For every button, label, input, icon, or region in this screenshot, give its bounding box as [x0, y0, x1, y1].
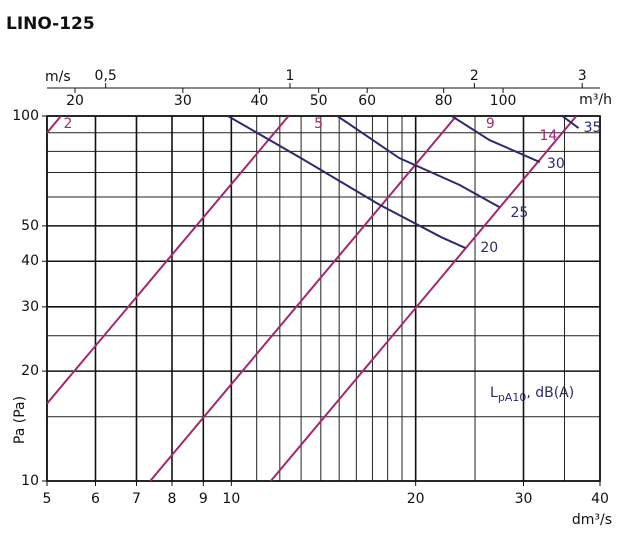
series-label: 35 — [584, 120, 602, 136]
x3-tick-label: 60 — [358, 93, 376, 109]
series-line — [47, 116, 290, 405]
x2-tick-label: 2 — [470, 68, 479, 84]
series-line — [227, 116, 466, 249]
y-tick-label: 10 — [21, 473, 39, 489]
series-label: 20 — [480, 240, 498, 256]
x-tick-label: 8 — [168, 491, 177, 507]
series-label: 25 — [510, 205, 528, 221]
x-tick-label: 10 — [222, 491, 240, 507]
x-axis-label: dm³/s — [572, 512, 612, 528]
series-line — [561, 116, 580, 129]
y-tick-label: 30 — [21, 299, 39, 315]
annotation-sub: pA10 — [498, 391, 527, 404]
series-label: 14 — [539, 128, 557, 144]
series-label: 9 — [486, 116, 495, 132]
x-tick-label: 40 — [591, 491, 609, 507]
annotation-rest: , dB(A) — [526, 385, 574, 401]
series-line — [451, 116, 541, 163]
x-tick-label: 30 — [515, 491, 533, 507]
x2-tick-label: 0,5 — [95, 68, 117, 84]
x-tick-label: 6 — [91, 491, 100, 507]
y-tick-label: 40 — [21, 253, 39, 269]
y-tick-label: 100 — [12, 108, 39, 124]
chart-title: LINO-125 — [6, 14, 95, 34]
annotation-main: L — [490, 385, 498, 401]
series-label: 30 — [547, 156, 565, 172]
x-tick-label: 9 — [199, 491, 208, 507]
annotation: LpA10, dB(A) — [490, 385, 574, 404]
series-line — [149, 116, 458, 481]
x2-tick-label: 3 — [578, 68, 587, 84]
x3-tick-label: 20 — [66, 93, 84, 109]
x3-tick-label: 100 — [490, 93, 517, 109]
y-tick-label: 20 — [21, 363, 39, 379]
y-axis-label: Pa (Pa) — [12, 396, 28, 444]
series-label: 2 — [64, 116, 73, 132]
series-line — [336, 116, 500, 208]
plot-frame — [46, 115, 601, 482]
series-label: 5 — [314, 116, 323, 132]
series-line — [47, 116, 62, 134]
x2-axis-label: m/s — [45, 69, 71, 85]
x3-tick-label: 30 — [174, 93, 192, 109]
x3-axis-label: m³/h — [579, 92, 612, 108]
x3-tick-label: 80 — [435, 93, 453, 109]
x3-tick-label: 40 — [250, 93, 268, 109]
x3-tick-label: 50 — [310, 93, 328, 109]
y-tick-label: 50 — [21, 218, 39, 234]
x-tick-label: 7 — [132, 491, 141, 507]
series-line — [270, 116, 578, 481]
x-tick-label: 5 — [43, 491, 52, 507]
x2-tick-label: 1 — [286, 68, 295, 84]
x-tick-label: 20 — [407, 491, 425, 507]
